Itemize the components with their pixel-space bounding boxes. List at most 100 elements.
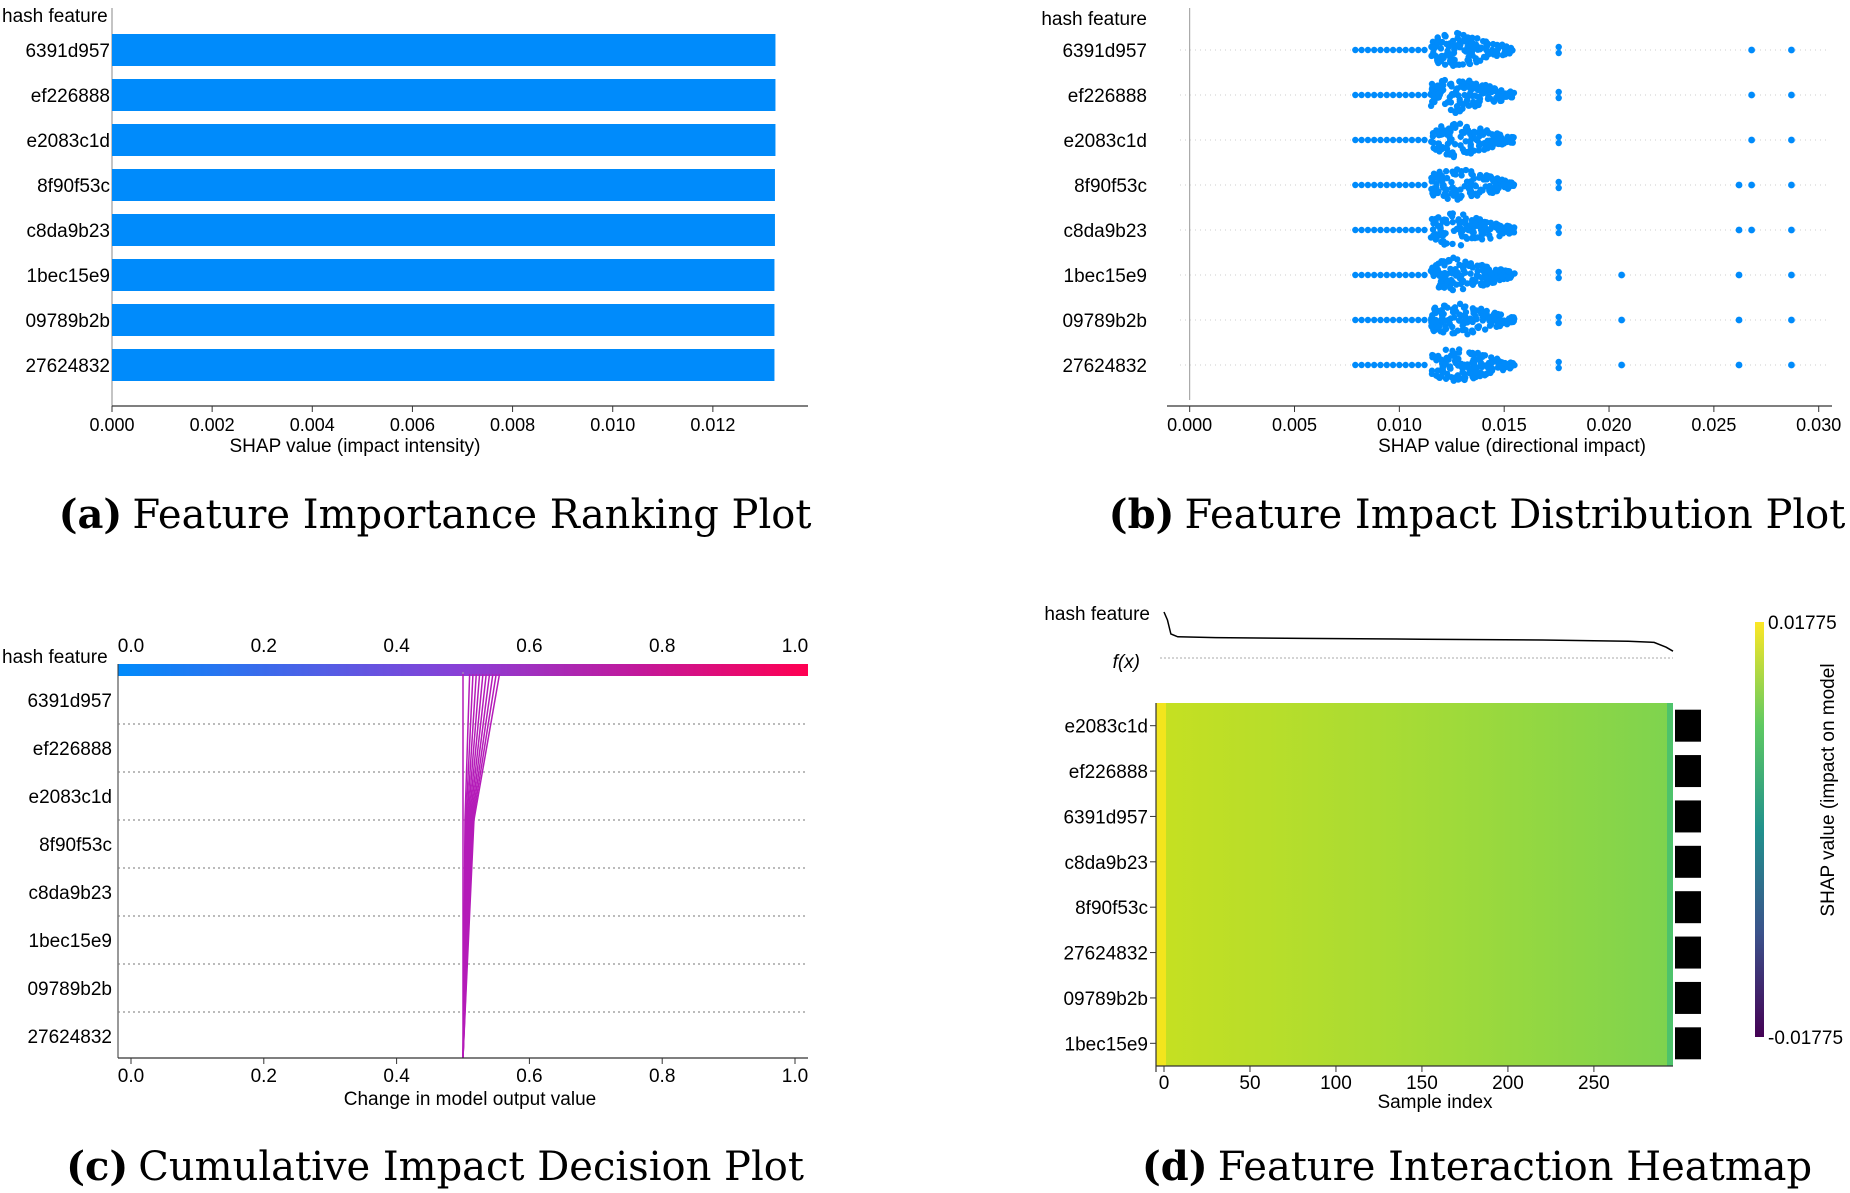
importance-bar — [1675, 845, 1701, 878]
point — [1788, 316, 1795, 324]
point — [1415, 226, 1422, 234]
point — [1483, 281, 1491, 288]
point — [1415, 271, 1422, 279]
point — [1447, 284, 1454, 292]
point — [1474, 86, 1482, 94]
importance-bar — [1675, 981, 1701, 1014]
y-axis-title: hash feature — [2, 6, 108, 27]
point — [1618, 271, 1626, 279]
point — [1487, 235, 1494, 242]
point — [1457, 186, 1464, 193]
point — [1432, 52, 1440, 60]
y-tick-label: e2083c1d — [1064, 131, 1147, 152]
importance-bar — [1675, 709, 1701, 742]
point — [1429, 226, 1437, 233]
point — [1464, 361, 1471, 368]
point — [1494, 130, 1501, 137]
x-tick-label: 250 — [1578, 1073, 1610, 1094]
point — [1442, 168, 1450, 175]
point — [1352, 136, 1359, 144]
point — [1454, 256, 1461, 263]
x-tick-label: 1.0 — [782, 1066, 808, 1087]
point — [1442, 375, 1450, 382]
point — [1788, 46, 1795, 54]
point — [1469, 281, 1477, 288]
point — [1370, 361, 1378, 369]
point — [1434, 39, 1442, 46]
caption-c-label: (c) — [66, 1143, 128, 1190]
point — [1370, 226, 1378, 234]
point — [1438, 52, 1446, 60]
point — [1459, 277, 1467, 285]
point — [1449, 323, 1456, 331]
point — [1421, 136, 1428, 144]
point — [1377, 271, 1384, 279]
x-tick-label: 0.2 — [251, 1066, 277, 1087]
point — [1377, 316, 1384, 324]
point — [1469, 305, 1477, 312]
point — [1364, 226, 1372, 234]
point — [1377, 226, 1384, 234]
point — [1459, 368, 1466, 376]
point — [1474, 192, 1481, 199]
point — [1481, 326, 1489, 333]
point — [1433, 83, 1440, 90]
point — [1441, 61, 1449, 68]
point — [1421, 46, 1428, 54]
y-tick-label: e2083c1d — [29, 787, 112, 808]
point — [1431, 305, 1438, 313]
point — [1433, 184, 1440, 192]
point — [1471, 363, 1479, 370]
point — [1421, 91, 1428, 99]
point — [1370, 181, 1378, 189]
point — [1434, 189, 1442, 197]
point — [1352, 316, 1359, 324]
point — [1449, 279, 1457, 286]
point — [1446, 137, 1454, 144]
point — [1555, 88, 1562, 96]
point — [1468, 170, 1475, 178]
point — [1555, 94, 1562, 102]
point — [1443, 40, 1450, 48]
point — [1454, 196, 1461, 203]
colorbar-min-label: -0.01775 — [1768, 1028, 1843, 1049]
point — [1464, 317, 1471, 325]
point — [1479, 313, 1486, 320]
top-x-tick-label: 1.0 — [782, 636, 808, 657]
point — [1462, 233, 1469, 241]
caption-c: (c) Cumulative Impact Decision Plot — [66, 1143, 804, 1190]
y-axis-title: hash feature — [2, 647, 108, 668]
point — [1402, 136, 1409, 144]
point — [1460, 31, 1467, 39]
point — [1500, 181, 1508, 188]
x-tick-label: 150 — [1406, 1073, 1438, 1094]
point — [1364, 271, 1372, 279]
point — [1460, 374, 1467, 381]
point — [1429, 129, 1437, 137]
x-tick-label: 0.005 — [1272, 415, 1317, 435]
x-tick-label: 0.020 — [1587, 415, 1632, 435]
point — [1462, 166, 1470, 174]
point — [1555, 43, 1562, 51]
y-tick-label: 09789b2b — [1063, 989, 1148, 1010]
point — [1434, 94, 1441, 101]
point — [1456, 98, 1463, 106]
y-tick-label: c8da9b23 — [1065, 853, 1148, 874]
point — [1443, 354, 1450, 361]
point — [1459, 322, 1466, 329]
point — [1473, 136, 1480, 143]
point — [1469, 228, 1476, 236]
point — [1352, 271, 1359, 279]
bar — [112, 304, 775, 336]
point — [1358, 226, 1365, 234]
point — [1476, 57, 1484, 64]
x-tick-label: 200 — [1492, 1073, 1524, 1094]
point — [1510, 134, 1517, 141]
point — [1421, 271, 1428, 279]
point — [1439, 129, 1446, 137]
point — [1449, 330, 1456, 337]
point — [1421, 226, 1428, 234]
point — [1487, 173, 1494, 180]
panel-a-importance-bar-chart: hash feature 6391d957 ef226888 e2083c1d 8f90… — [2, 6, 808, 457]
point — [1735, 226, 1743, 234]
